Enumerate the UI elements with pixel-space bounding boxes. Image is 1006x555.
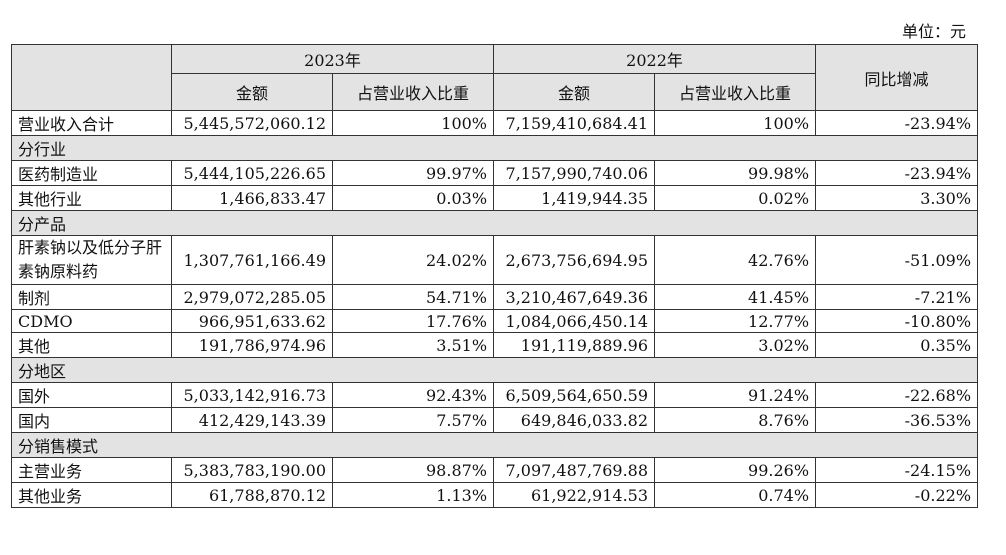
table-body: 营业收入合计 5,445,572,060.12 100% 7,159,410,6… [10,110,979,508]
share-2023: 24.02% [331,235,495,285]
amount-2023: 1,466,833.47 [171,185,333,211]
yoy-change: -0.22% [815,482,979,508]
yoy-change: -23.94% [815,110,979,136]
amount-2023: 1,307,761,166.49 [171,235,333,285]
section-header-row: 分销售模式 [10,432,979,458]
yoy-change: 3.30% [815,185,979,211]
share-2023: 98.87% [331,457,495,483]
section-title: 分行业 [10,135,979,161]
amount-2022: 1,419,944.35 [493,185,656,211]
amount-2023: 2,979,072,285.05 [171,284,333,310]
share-2023: 54.71% [331,284,495,310]
year-2022-header: 2022年 [493,44,817,74]
amount-2023: 5,033,142,916.73 [171,382,333,408]
amount-2023: 5,383,783,190.00 [171,457,333,483]
yoy-change: -51.09% [815,235,979,285]
table-row: 国内 412,429,143.39 7.57% 649,846,033.82 8.76%… [11,407,979,433]
table-row: 主营业务 5,383,783,190.00 98.87% 7,097,487,769.… [11,457,979,483]
share-2023: 100% [331,110,495,136]
yoy-change: -7.21% [815,284,979,310]
row-label: 其他 [11,332,172,358]
amount-2022: 6,509,564,650.59 [493,382,656,408]
yoy-change: -36.53% [815,407,979,433]
share-2023: 92.43% [331,382,495,408]
yoy-change: -24.15% [815,457,979,483]
share-2022: 91.24% [654,382,817,408]
amount-2022: 7,159,410,684.41 [493,110,656,136]
table-row: 肝素钠以及低分子肝素钠原料药 1,307,761,166.49 24.02% 2,67… [11,235,979,285]
table-row: 医药制造业 5,444,105,226.65 99.97% 7,157,990,740… [11,160,979,186]
amount-2023: 61,788,870.12 [171,482,333,508]
share-2023: 1.13% [331,482,495,508]
share-2023: 3.51% [331,332,495,358]
share-2022: 100% [654,110,817,136]
section-header-row: 分地区 [10,357,979,383]
amount-2022: 61,922,914.53 [493,482,656,508]
row-label: CDMO [11,309,172,333]
section-title: 分销售模式 [10,432,979,458]
amount-2023: 966,951,633.62 [171,309,333,333]
amount-2022-header: 金额 [493,73,656,111]
table-row: 制剂 2,979,072,285.05 54.71% 3,210,467,649.36… [11,284,979,310]
amount-2023: 5,444,105,226.65 [171,160,333,186]
corner-header [11,44,172,111]
amount-2022: 2,673,756,694.95 [493,235,656,285]
share-2022: 12.77% [654,309,817,333]
table-row: CDMO 966,951,633.62 17.76% 1,084,066,450.14… [11,309,979,333]
row-label: 主营业务 [11,457,172,483]
section-title: 分产品 [10,210,979,236]
amount-2022: 3,210,467,649.36 [493,284,656,310]
row-label: 其他业务 [11,482,172,508]
row-label: 制剂 [11,284,172,310]
share-2022: 99.26% [654,457,817,483]
amount-2023: 5,445,572,060.12 [171,110,333,136]
row-label: 其他行业 [11,185,172,211]
row-label: 肝素钠以及低分子肝素钠原料药 [11,235,172,285]
share-2022: 8.76% [654,407,817,433]
yoy-change: -10.80% [815,309,979,333]
amount-2022: 649,846,033.82 [493,407,656,433]
share-2022-header: 占营业收入比重 [654,73,817,111]
yoy-header: 同比增减 [815,44,979,111]
share-2022: 0.02% [654,185,817,211]
amount-2022: 191,119,889.96 [493,332,656,358]
yoy-change: 0.35% [815,332,979,358]
row-label: 国内 [11,407,172,433]
yoy-change: -23.94% [815,160,979,186]
yoy-change: -22.68% [815,382,979,408]
section-header-row: 分产品 [10,210,979,236]
section-header-row: 分行业 [10,135,979,161]
amount-2023: 412,429,143.39 [171,407,333,433]
row-label: 营业收入合计 [11,110,172,136]
share-2023: 99.97% [331,160,495,186]
row-label: 医药制造业 [11,160,172,186]
table-row: 国外 5,033,142,916.73 92.43% 6,509,564,650.59… [11,382,979,408]
share-2022: 99.98% [654,160,817,186]
amount-2022: 7,097,487,769.88 [493,457,656,483]
total-row: 营业收入合计 5,445,572,060.12 100% 7,159,410,6… [11,110,979,136]
table-row: 其他行业 1,466,833.47 0.03% 1,419,944.35 0.02% 3.… [11,185,979,211]
share-2023: 7.57% [331,407,495,433]
year-2023-header: 2023年 [170,44,495,74]
row-label: 国外 [11,382,172,408]
table-row: 其他业务 61,788,870.12 1.13% 61,922,914.53 0.74%… [11,482,979,508]
amount-2023-header: 金额 [171,73,333,111]
share-2022: 41.45% [654,284,817,310]
table-row: 其他 191,786,974.96 3.51% 191,119,889.96 3.02%… [11,332,979,358]
share-2023-header: 占营业收入比重 [331,73,495,111]
share-2022: 42.76% [654,235,817,285]
share-2023: 0.03% [331,185,495,211]
unit-label: 单位：元 [901,22,966,41]
amount-2022: 7,157,990,740.06 [493,160,656,186]
amount-2023: 191,786,974.96 [171,332,333,358]
share-2023: 17.76% [331,309,495,333]
revenue-table: 2023年 2022年 同比增减 金额 占营业收入比重 金额 占营业收入比重 营… [10,44,979,508]
section-title: 分地区 [10,357,979,383]
amount-2022: 1,084,066,450.14 [493,309,656,333]
share-2022: 3.02% [654,332,817,358]
share-2022: 0.74% [654,482,817,508]
